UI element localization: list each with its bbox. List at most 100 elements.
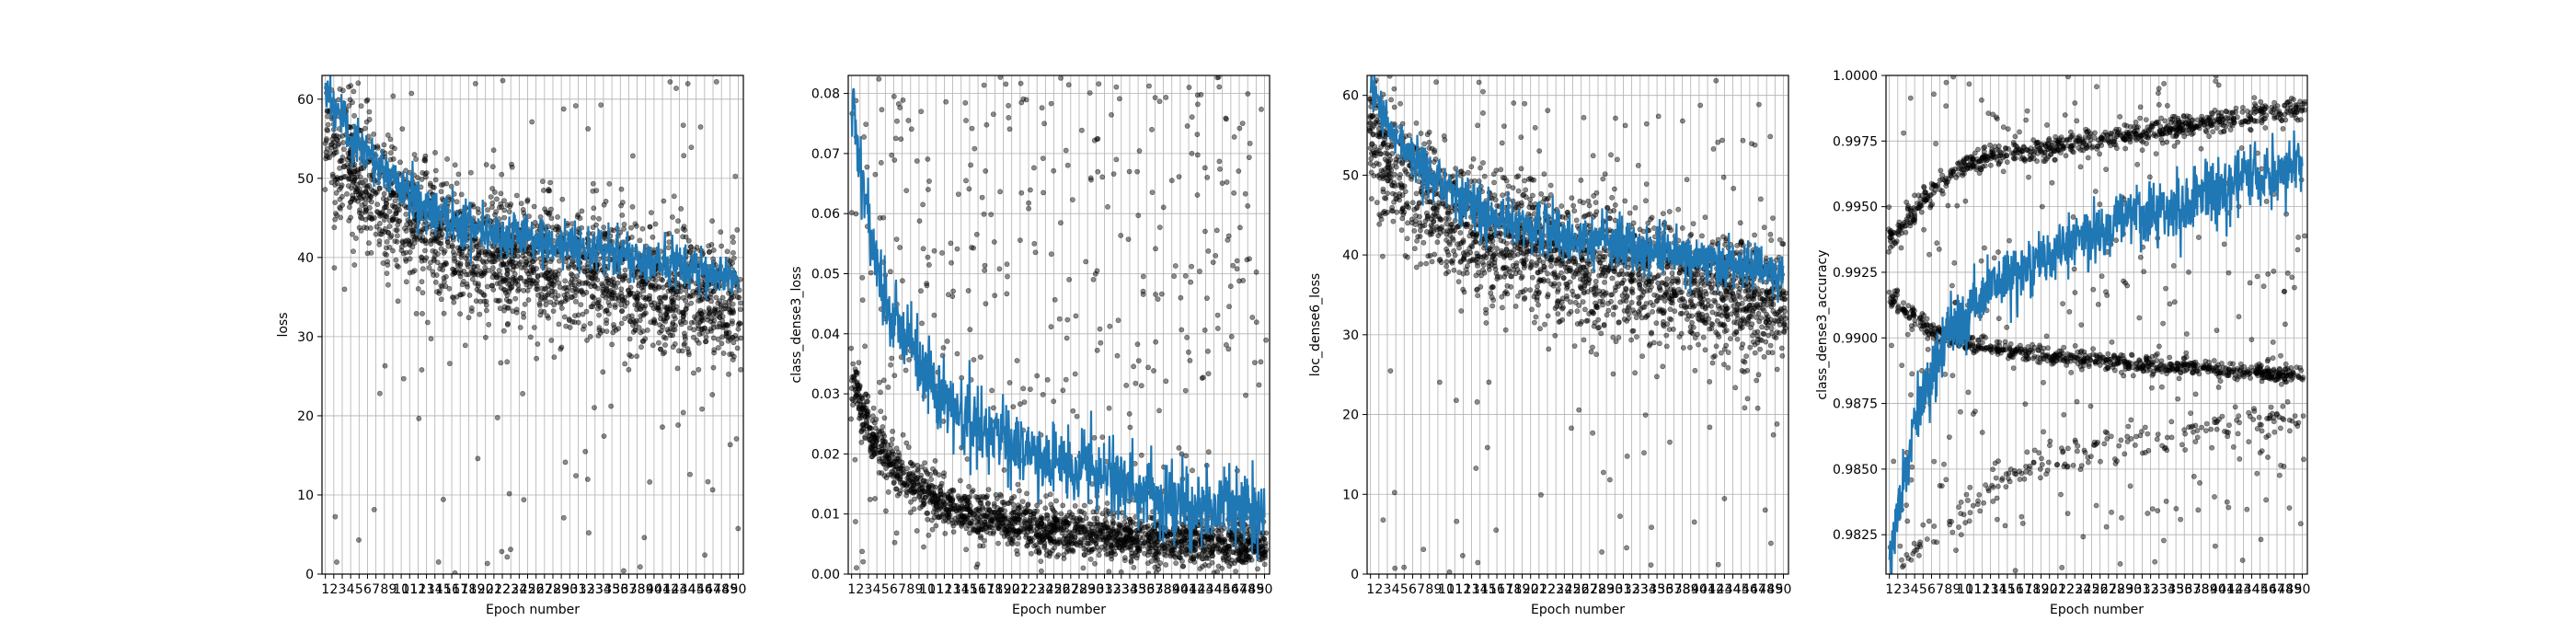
- scatter-point: [351, 112, 357, 119]
- scatter-point: [396, 202, 402, 209]
- scatter-point: [984, 501, 991, 507]
- scatter-point: [972, 145, 978, 152]
- scatter-point: [868, 449, 874, 455]
- scatter-point: [950, 523, 957, 529]
- scatter-point: [452, 258, 458, 264]
- scatter-point: [872, 171, 879, 178]
- scatter-point: [1217, 166, 1223, 172]
- scatter-point: [650, 305, 657, 311]
- scatter-point: [983, 513, 989, 519]
- scatter-point: [1011, 494, 1018, 500]
- scatter-point: [670, 332, 675, 339]
- scatter-point: [446, 361, 453, 366]
- scatter-point: [671, 313, 677, 319]
- scatter-point: [880, 431, 886, 437]
- scatter-point: [957, 477, 963, 484]
- scatter-point: [1163, 95, 1169, 100]
- scatter-point: [572, 103, 579, 109]
- scatter-point: [1055, 552, 1062, 558]
- scatter-point: [455, 171, 462, 178]
- scatter-point: [387, 150, 394, 156]
- scatter-point: [726, 329, 732, 336]
- scatter-point: [332, 513, 339, 520]
- scatter-point: [484, 307, 489, 314]
- scatter-point: [378, 210, 385, 216]
- scatter-point: [1039, 515, 1045, 522]
- scatter-point: [705, 478, 711, 485]
- scatter-point: [1216, 158, 1223, 165]
- scatter-point: [1090, 276, 1097, 282]
- scatter-point: [1204, 295, 1210, 301]
- scatter-point: [713, 79, 719, 85]
- scatter-point: [538, 291, 545, 297]
- scatter-point: [980, 526, 985, 532]
- scatter-point: [548, 337, 555, 343]
- scatter-point: [579, 287, 584, 293]
- scatter-point: [1134, 545, 1141, 551]
- scatter-point: [1232, 560, 1237, 566]
- scatter-point: [713, 294, 719, 301]
- scatter-point: [411, 152, 418, 157]
- scatter-point: [1213, 252, 1219, 259]
- scatter-point: [485, 283, 490, 290]
- scatter-point: [472, 81, 478, 86]
- scatter-point: [1076, 515, 1083, 521]
- scatter-point: [521, 497, 527, 503]
- scatter-point: [1261, 536, 1268, 542]
- scatter-point: [1018, 401, 1023, 408]
- scatter-point: [637, 292, 643, 297]
- scatter-point: [392, 198, 398, 204]
- scatter-point: [573, 473, 579, 478]
- scatter-point: [587, 333, 593, 339]
- scatter-point: [856, 360, 862, 365]
- scatter-point: [470, 203, 477, 210]
- scatter-point: [504, 264, 510, 270]
- scatter-point: [950, 529, 957, 535]
- y-tick-label: 40: [297, 251, 314, 266]
- scatter-point: [1092, 560, 1098, 567]
- scatter-point: [595, 285, 601, 292]
- scatter-point: [734, 336, 740, 342]
- scatter-point: [647, 224, 653, 230]
- scatter-point: [332, 181, 339, 188]
- scatter-point: [1108, 529, 1113, 535]
- scatter-point: [1089, 546, 1095, 553]
- scatter-point: [638, 313, 644, 319]
- scatter-point: [878, 408, 884, 414]
- scatter-point: [969, 125, 975, 132]
- scatter-point: [346, 204, 352, 210]
- scatter-point: [371, 507, 377, 512]
- scatter-point: [878, 449, 883, 455]
- scatter-point: [1198, 92, 1204, 98]
- scatter-point: [499, 203, 505, 210]
- scatter-point: [427, 259, 433, 266]
- scatter-point: [1122, 545, 1129, 551]
- scatter-point: [1048, 324, 1054, 330]
- scatter-point: [572, 285, 579, 292]
- scatter-point: [493, 297, 500, 304]
- scatter-point: [675, 218, 681, 224]
- scatter-point: [484, 560, 490, 567]
- scatter-point: [630, 329, 637, 335]
- scatter-point: [1020, 96, 1027, 102]
- x-tick-label: 7: [372, 582, 380, 597]
- scatter-point: [1027, 524, 1033, 531]
- scatter-point: [983, 121, 990, 128]
- scatter-point: [359, 211, 365, 216]
- scatter-point: [521, 287, 527, 293]
- scatter-point: [605, 299, 612, 305]
- scatter-point: [651, 300, 658, 306]
- scatter-point: [504, 554, 511, 560]
- scatter-point: [1105, 203, 1110, 210]
- scatter-point: [1006, 102, 1011, 109]
- scatter-point: [362, 125, 368, 132]
- x-tick-label: 8: [906, 582, 914, 597]
- scatter-point: [1161, 545, 1167, 551]
- scatter-point: [337, 196, 343, 202]
- scatter-point: [362, 189, 369, 194]
- scatter-point: [504, 359, 511, 365]
- scatter-point: [630, 322, 636, 328]
- scatter-point: [346, 176, 351, 182]
- scatter-point: [848, 345, 855, 351]
- scatter-point: [971, 357, 977, 362]
